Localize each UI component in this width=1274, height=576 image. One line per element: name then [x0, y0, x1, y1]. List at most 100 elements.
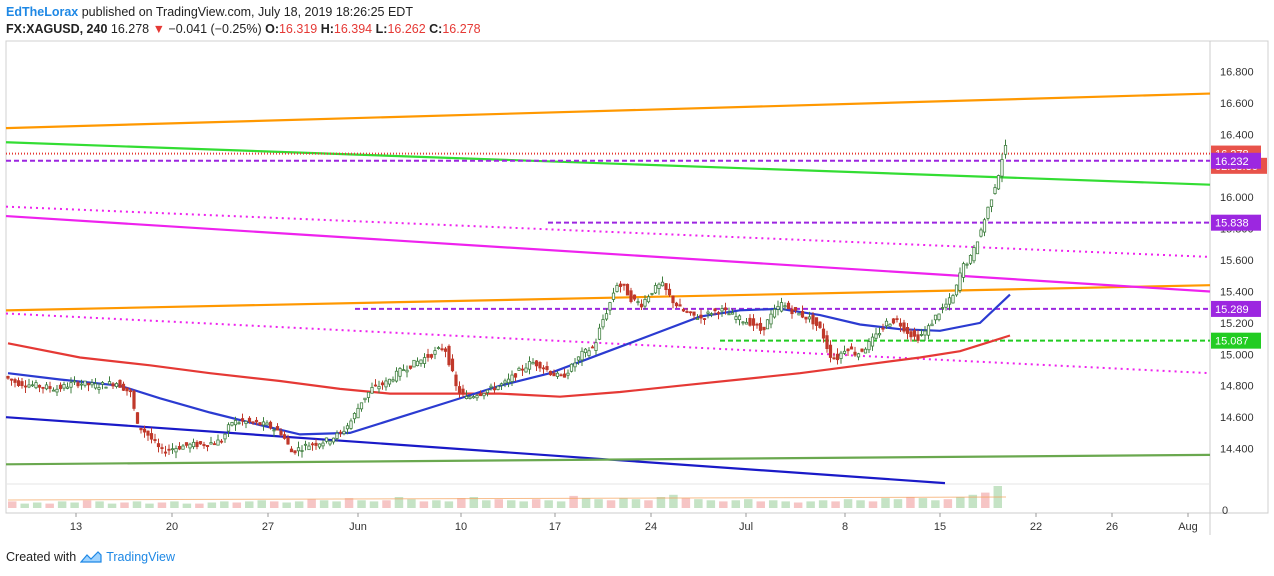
volume-bar — [694, 499, 703, 508]
volume-bar — [444, 501, 454, 508]
candle-body — [758, 322, 763, 331]
candle-body — [601, 319, 605, 328]
candle-body — [937, 313, 941, 321]
candle-body — [804, 316, 808, 320]
y-tick-label: 14.600 — [1220, 412, 1254, 424]
candle-body — [338, 431, 343, 434]
candle-body — [443, 348, 448, 352]
candle-body — [779, 302, 784, 312]
candle-body — [916, 334, 920, 341]
volume-bar — [120, 502, 129, 508]
candle-body — [888, 323, 892, 327]
volume-bar — [232, 502, 242, 508]
candle-body — [664, 283, 668, 291]
volume-bar — [806, 501, 815, 508]
price-axis[interactable]: 16.80016.60016.40016.20016.00015.80015.6… — [1220, 67, 1254, 456]
candle-body — [940, 307, 945, 309]
candle-body — [335, 432, 339, 439]
candle-body — [636, 301, 640, 304]
volume-bar — [681, 498, 691, 508]
candle-body — [898, 322, 903, 327]
volume-bar — [32, 502, 42, 508]
candle-body — [783, 305, 787, 308]
candle-body — [755, 323, 759, 326]
candle-body — [384, 380, 388, 388]
volume-bar — [307, 499, 316, 508]
open-label: O: — [265, 22, 279, 36]
candle-body — [877, 333, 882, 336]
candle-body — [342, 430, 346, 435]
volume-bar — [744, 499, 753, 508]
candle-body — [618, 283, 623, 287]
candle-body — [611, 292, 616, 300]
candle-body — [118, 379, 122, 388]
volume-bar — [8, 501, 17, 508]
candle-body — [835, 353, 840, 361]
candle-body — [412, 359, 416, 368]
candle-body — [62, 384, 66, 389]
candle-body — [468, 396, 472, 399]
volume-bar — [45, 503, 54, 508]
candle-body — [233, 420, 238, 426]
volume-bar — [981, 492, 990, 508]
volume-bar — [95, 501, 104, 508]
candle-body — [695, 318, 700, 320]
candle-body — [27, 384, 31, 388]
candle-body — [562, 373, 567, 378]
candle-body — [293, 450, 297, 454]
trend-line — [5, 141, 1211, 186]
candle-body — [681, 308, 686, 312]
volume-bar — [294, 501, 304, 508]
candle-body — [947, 297, 952, 305]
candle-body — [394, 370, 399, 382]
x-tick-label: 8 — [842, 521, 848, 533]
author-link[interactable]: EdTheLorax — [6, 5, 79, 19]
close-value: 16.278 — [442, 22, 481, 36]
candle-body — [482, 392, 486, 397]
candle-body — [324, 437, 329, 442]
last-price: 16.278 — [110, 22, 150, 36]
candle-body — [475, 395, 479, 399]
candle-body — [275, 426, 280, 431]
volume-bar — [544, 500, 553, 508]
volume-bar — [594, 499, 603, 508]
candle-body — [405, 369, 409, 373]
x-tick-label: 15 — [934, 521, 946, 533]
time-axis[interactable]: 13 20 27 Jun 10 17 24 Jul 8 15 22 26 Aug — [70, 513, 1198, 533]
candle-body — [387, 378, 392, 385]
tradingview-logo-icon — [80, 551, 102, 563]
volume-bar — [419, 501, 429, 508]
candle-body — [720, 308, 724, 312]
candle-body — [41, 386, 45, 389]
candle-body — [83, 380, 87, 386]
candle-body — [909, 331, 913, 338]
candle-body — [352, 413, 357, 420]
volume-bar — [70, 502, 79, 508]
volume-bar — [469, 497, 479, 508]
tradingview-brand[interactable]: TradingView — [106, 550, 175, 564]
candle-body — [16, 380, 21, 386]
x-tick-label: 22 — [1030, 521, 1042, 533]
candle-body — [181, 445, 185, 450]
volume-bar — [432, 500, 441, 508]
volume-bar — [107, 503, 117, 508]
candle-body — [496, 385, 500, 391]
volume-bar — [519, 501, 528, 508]
volume-bar — [170, 501, 179, 508]
candle-body — [867, 341, 871, 351]
low-value: 16.262 — [387, 22, 426, 36]
candle-body — [751, 318, 756, 326]
candle-body — [842, 350, 847, 354]
candles — [6, 139, 1008, 459]
trend-line — [5, 284, 1211, 312]
volume-bar — [956, 497, 965, 508]
candle-body — [310, 443, 315, 446]
candle-body — [891, 318, 896, 324]
candle-body — [202, 444, 206, 447]
symbol-interval[interactable]: FX:XAGUSD, 240 — [6, 22, 108, 36]
candle-body — [933, 314, 938, 321]
candle-body — [930, 323, 934, 327]
publish-info: published on TradingView.com, July 18, 2… — [81, 5, 413, 19]
candle-body — [982, 219, 987, 233]
